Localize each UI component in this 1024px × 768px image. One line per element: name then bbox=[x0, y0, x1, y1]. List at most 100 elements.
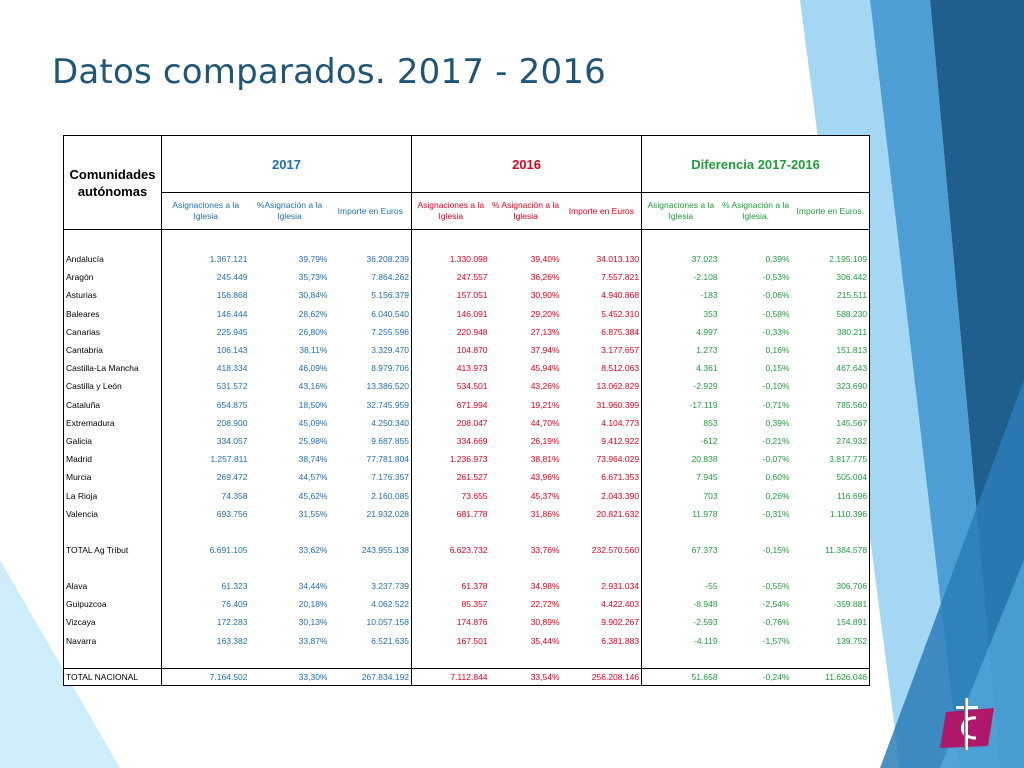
importe-2016: 20.821.632 bbox=[561, 504, 643, 523]
table-row: Aragón 245.449 35,73% 7.864.262 247.557 36,26… bbox=[63, 268, 871, 287]
subheader-2017-asignaciones: Asignaciones a la Iglesia bbox=[161, 192, 250, 230]
importe-2017: 3.329.470 bbox=[329, 340, 413, 360]
porcentaje-2016: 36,26% bbox=[530, 272, 560, 283]
importe-2017: 4.250.340 bbox=[329, 413, 413, 432]
asignaciones-2016: 681.778 bbox=[456, 508, 488, 519]
asignaciones-2017: 163.382 bbox=[216, 635, 248, 646]
conferencia-episcopal-logo bbox=[940, 698, 994, 750]
asignaciones-2016: 7.112.844 bbox=[411, 667, 490, 686]
porcentaje-2016: 45,37% bbox=[530, 490, 560, 501]
porcentaje-2017: 43,16% bbox=[298, 381, 328, 392]
diff-importe: -359.881 bbox=[791, 595, 871, 614]
asignaciones-2016: 167.501 bbox=[456, 635, 488, 646]
table-row: Navarra 163.382 33,87% 6.521.635 167.501 35,4… bbox=[63, 631, 871, 650]
year-2016-header: 2016 bbox=[411, 135, 643, 193]
table-row: La Rioja 74.358 45,62% 2.160.085 73.655 45,37… bbox=[63, 486, 871, 505]
asignaciones-2016: 174.876 bbox=[456, 617, 488, 628]
diff-porcentaje: -0,53% bbox=[762, 272, 790, 283]
diff-porcentaje: -0,15% bbox=[762, 544, 790, 555]
diff-importe: 306.706 bbox=[791, 577, 871, 596]
slide-title: Datos comparados. 2017 - 2016 bbox=[52, 52, 606, 92]
asignaciones-2016: 1.330.098 bbox=[449, 254, 488, 265]
diff-asignaciones: 11.978 bbox=[692, 508, 718, 519]
diff-porcentaje: -1,57% bbox=[762, 635, 790, 646]
region-name: Murcia bbox=[63, 468, 162, 487]
subheader-2016-asignaciones: Asignaciones a la Iglesia bbox=[411, 192, 490, 230]
asignaciones-2016: 671.994 bbox=[456, 399, 488, 410]
region-name: Baleares bbox=[63, 304, 162, 323]
diff-importe: 1.110.396 bbox=[791, 504, 871, 523]
subheader-2017-porcentaje: %Asignación a la Iglesia bbox=[249, 192, 330, 230]
subheader-2017-importe: Importe en Euros bbox=[329, 192, 413, 230]
diff-importe: 3.817.775 bbox=[791, 450, 871, 469]
asignaciones-2016: 534.501 bbox=[456, 381, 488, 392]
importe-2016: 13.062.829 bbox=[561, 377, 643, 396]
importe-2016: 2.931.034 bbox=[561, 577, 643, 596]
porcentaje-2017: 35,73% bbox=[298, 272, 328, 283]
importe-2016: 8.512.063 bbox=[561, 359, 643, 378]
table-header-row: Comunidades autónomas 2017 2016 Diferenc… bbox=[63, 135, 871, 230]
asignaciones-2016: 247.557 bbox=[456, 272, 488, 283]
table-row: Baleares 146.444 28,62% 6.040.540 146.091 29,… bbox=[63, 304, 871, 323]
diff-porcentaje: -0,71% bbox=[762, 399, 790, 410]
diff-importe: 116.696 bbox=[791, 486, 871, 505]
subheader-diff-asignaciones: Asignaciones a la Iglesia bbox=[641, 192, 720, 230]
region-name: Madrid bbox=[63, 450, 162, 469]
importe-2017: 7.255.596 bbox=[329, 322, 413, 341]
porcentaje-2016: 34,98% bbox=[530, 581, 560, 592]
porcentaje-2017: 30,13% bbox=[298, 617, 328, 628]
importe-2016: 31.960.399 bbox=[561, 395, 643, 414]
asignaciones-2016: 104.870 bbox=[456, 345, 488, 356]
asignaciones-2017: 654.875 bbox=[216, 399, 248, 410]
table-gap-row bbox=[63, 522, 871, 541]
porcentaje-2016: 30,90% bbox=[530, 290, 560, 301]
diff-porcentaje: 0,15% bbox=[765, 363, 790, 374]
importe-2017: 77.781.804 bbox=[329, 450, 413, 469]
diff-importe: 505.004 bbox=[791, 468, 871, 487]
asignaciones-2016: 85.357 bbox=[461, 599, 488, 610]
porcentaje-2016: 37,94% bbox=[530, 345, 560, 356]
logo-curve bbox=[961, 716, 977, 740]
importe-2016: 232.570.560 bbox=[561, 540, 643, 559]
deco-mid-triangle bbox=[870, 0, 1000, 768]
diff-importe: 323.690 bbox=[791, 377, 871, 396]
diff-importe: 11.626.046 bbox=[791, 667, 871, 686]
region-name: Castilla y León bbox=[63, 377, 162, 396]
diff-importe: 11.384.578 bbox=[791, 540, 871, 559]
porcentaje-2017: 46,09% bbox=[298, 363, 328, 374]
table-row: Guipuzcoa 76.409 20,18% 4.062.522 85.357 22,7… bbox=[63, 595, 871, 614]
table-row: Alava 61.323 34,44% 3.237.739 61.378 34,98% 2.… bbox=[63, 577, 871, 596]
diff-importe: 215.511 bbox=[791, 286, 871, 305]
asignaciones-2017: 1.367.121 bbox=[209, 254, 248, 265]
importe-2016: 5.452.310 bbox=[561, 304, 643, 323]
diff-porcentaje: -0,58% bbox=[762, 308, 790, 319]
diff-porcentaje: -2,54% bbox=[762, 599, 790, 610]
porcentaje-2016: 26,19% bbox=[530, 435, 560, 446]
total-nacional-row: TOTAL NACIONAL 7.164.502 33,30% 267.834.192… bbox=[63, 667, 871, 686]
table-row: Canarias 225.945 26,80% 7.255.596 220.948 27,… bbox=[63, 322, 871, 341]
asignaciones-2017: 693.756 bbox=[216, 508, 248, 519]
porcentaje-2017: 44,57% bbox=[298, 472, 328, 483]
table-row: Murcia 269.472 44,57% 7.176.357 261.527 43,96… bbox=[63, 468, 871, 487]
importe-2017: 2.160.085 bbox=[329, 486, 413, 505]
table-row: Madrid 1.257.811 38,74% 77.781.804 1.236.973… bbox=[63, 450, 871, 469]
porcentaje-2016: 22,72% bbox=[530, 599, 560, 610]
diff-porcentaje: -0,76% bbox=[762, 617, 790, 628]
porcentaje-2017: 34,44% bbox=[298, 581, 328, 592]
subheader-2016-importe: Importe en Euros bbox=[561, 192, 643, 230]
diff-importe: 145.567 bbox=[791, 413, 871, 432]
logo-cross-shadow bbox=[964, 698, 966, 750]
region-name: Alava bbox=[63, 577, 162, 596]
porcentaje-2016: 39,40% bbox=[530, 254, 560, 265]
porcentaje-2017: 38,74% bbox=[298, 454, 328, 465]
asignaciones-2017: 7.164.502 bbox=[161, 667, 250, 686]
region-name: Aragón bbox=[63, 268, 162, 287]
diff-importe: 274.932 bbox=[791, 431, 871, 451]
diff-porcentaje: 0,60% bbox=[765, 472, 790, 483]
importe-2017: 7.176.357 bbox=[329, 468, 413, 487]
porcentaje-2017: 33,30% bbox=[249, 667, 330, 686]
porcentaje-2017: 31,55% bbox=[298, 508, 328, 519]
region-name: Navarra bbox=[63, 631, 162, 650]
porcentaje-2017: 18,50% bbox=[298, 399, 328, 410]
asignaciones-2017: 6.691.105 bbox=[209, 544, 248, 555]
